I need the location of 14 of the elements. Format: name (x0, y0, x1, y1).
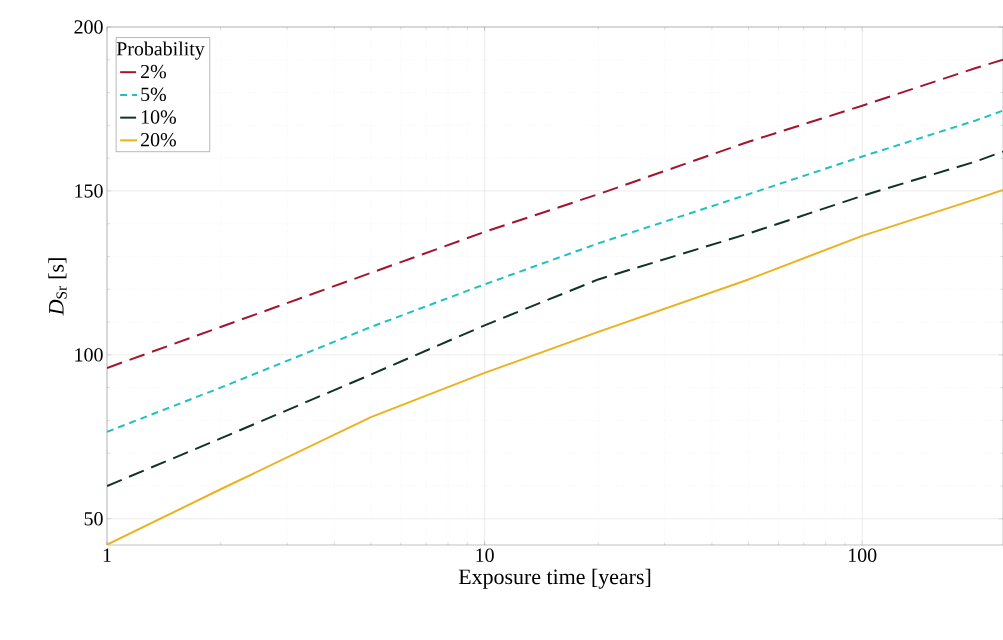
legend-label: 5% (141, 87, 167, 102)
y-axis-title: D$_{Sr}$ [s] (48, 258, 67, 316)
x-tick-label: 100 (849, 548, 877, 562)
y-tick-label: 150 (75, 184, 103, 198)
legend-label: 2% (141, 64, 167, 79)
legend-title: Probability (116, 41, 205, 60)
x-tick-label: 1 (103, 548, 111, 562)
legend-label: 20% (141, 132, 176, 147)
y-tick-label: 200 (74, 20, 103, 34)
y-tick-label: 50 (84, 512, 103, 526)
x-axis-title: Exposure time [years] (458, 568, 651, 589)
legend-label: 10% (141, 110, 176, 124)
y-tick-label: 100 (75, 348, 103, 362)
x-tick-label: 10 (476, 548, 494, 562)
